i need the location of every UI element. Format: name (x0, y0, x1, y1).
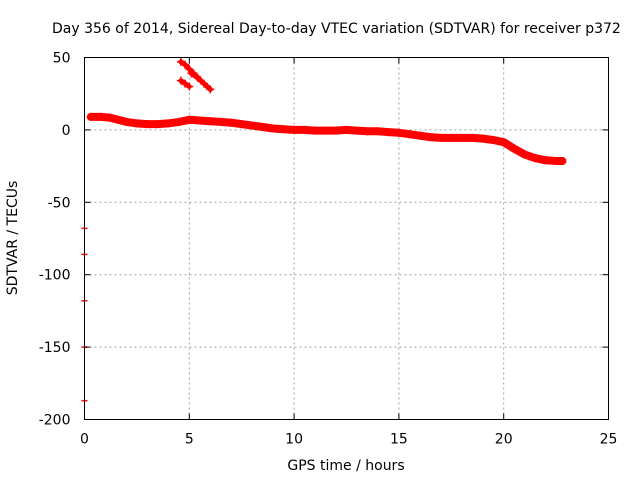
data-point (405, 130, 414, 139)
data-point (86, 112, 95, 121)
data-point (216, 117, 225, 126)
y-tick-label: 50 (53, 51, 71, 67)
data-point (447, 133, 456, 142)
data-point (394, 128, 403, 137)
data-point (105, 113, 114, 122)
y-axis-label: SDTVAR / TECUs (5, 181, 21, 296)
data-point (206, 85, 215, 94)
data-point (468, 133, 477, 142)
data-point (185, 115, 194, 124)
y-tick-label: -150 (39, 340, 71, 356)
data-point (457, 133, 466, 142)
y-tick-label: -200 (39, 413, 71, 429)
data-point (193, 73, 202, 82)
data-point (187, 69, 196, 78)
data-point (290, 125, 299, 134)
data-point (114, 115, 123, 124)
data-point (384, 128, 393, 137)
data-point (97, 112, 106, 121)
data-point (352, 126, 361, 135)
data-point (176, 57, 185, 66)
data-point (342, 125, 351, 134)
data-point (195, 116, 204, 125)
data-point (185, 82, 194, 91)
y-tick-label: -50 (48, 195, 71, 211)
data-point (279, 125, 288, 134)
data-point (541, 156, 550, 165)
data-point (185, 65, 194, 74)
data-point (436, 133, 445, 142)
data-point (248, 121, 257, 130)
data-point (300, 125, 309, 134)
data-point (311, 126, 320, 135)
data-point (143, 120, 152, 129)
data-point (426, 133, 435, 142)
data-point (199, 79, 208, 88)
data-point (489, 136, 498, 145)
y-tick-label: -100 (39, 268, 71, 284)
data-point (174, 117, 183, 126)
data-point (332, 126, 341, 135)
data-point (206, 117, 215, 126)
data-point (122, 117, 131, 126)
data-point (176, 76, 185, 85)
axis-ticks: 0 5 10 15 20 25 50 0 -50 -100 -150 -200 (39, 51, 618, 448)
data-point (499, 138, 508, 147)
series-layer (86, 57, 567, 166)
data-point (181, 60, 190, 69)
data-point (478, 134, 487, 143)
data-point (237, 120, 246, 129)
data-point (258, 123, 267, 132)
plot-frame (84, 57, 609, 420)
x-axis-label: GPS time / hours (287, 458, 404, 474)
data-point (153, 120, 162, 129)
x-tick-label: 15 (390, 432, 408, 448)
x-tick-label: 0 (80, 432, 89, 448)
data-point (164, 119, 173, 128)
x-tick-label: 20 (495, 432, 513, 448)
x-tick-label: 10 (285, 432, 303, 448)
data-point (558, 157, 567, 166)
data-point (510, 144, 519, 153)
data-point (520, 150, 529, 159)
data-point (373, 127, 382, 136)
x-tick-label: 25 (600, 432, 618, 448)
chart-title: Day 356 of 2014, Sidereal Day-to-day VTE… (52, 21, 621, 37)
data-point (269, 124, 278, 133)
data-point (415, 131, 424, 140)
y-tick-label: 0 (62, 123, 71, 139)
data-point (321, 126, 330, 135)
data-point (227, 118, 236, 127)
data-point (181, 79, 190, 88)
x-tick-label: 5 (185, 432, 194, 448)
data-point (531, 154, 540, 163)
series-upper-segment-2 (188, 70, 213, 92)
data-point (363, 127, 372, 136)
grid (84, 57, 609, 420)
data-point (132, 119, 141, 128)
